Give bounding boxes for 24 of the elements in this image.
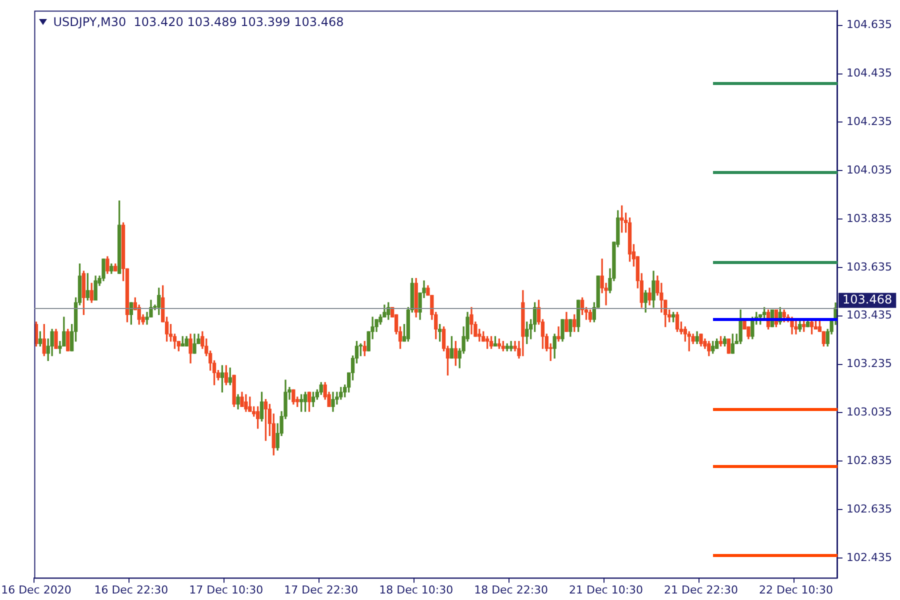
y-tick-label: 102.435 [846,550,892,564]
x-tick-label: 18 Dec 10:30 [379,583,454,596]
candlestick [556,326,560,342]
x-tick-label: 16 Dec 2020 [1,583,72,596]
y-tick-label: 103.835 [846,212,892,225]
y-tick-label: 103.035 [846,406,892,419]
chart-title: USDJPY,M30 103.420 103.489 103.399 103.468 [53,14,344,29]
y-tick-label: 104.035 [846,163,892,176]
y-tick-label: 102.835 [846,454,892,467]
y-tick-label: 103.635 [846,260,892,274]
x-tick-label: 17 Dec 10:30 [189,583,264,596]
y-tick-label: 104.635 [846,18,892,32]
x-tick-label: 21 Dec 10:30 [569,583,644,596]
y-tick-label: 103.235 [846,357,892,370]
x-tick-label: 21 Dec 22:30 [664,583,738,596]
y-tick-label: 104.435 [846,66,892,80]
y-tick-label: 102.635 [846,502,892,516]
x-tick-label: 22 Dec 10:30 [758,583,833,596]
y-tick-label: 103.435 [846,308,892,322]
x-tick-label: 16 Dec 22:30 [94,583,168,596]
x-tick-label: 18 Dec 22:30 [474,583,548,596]
ref-line-label: 103.468 [842,292,892,307]
y-tick-label: 104.235 [846,115,892,128]
x-tick-label: 17 Dec 22:30 [284,583,358,596]
